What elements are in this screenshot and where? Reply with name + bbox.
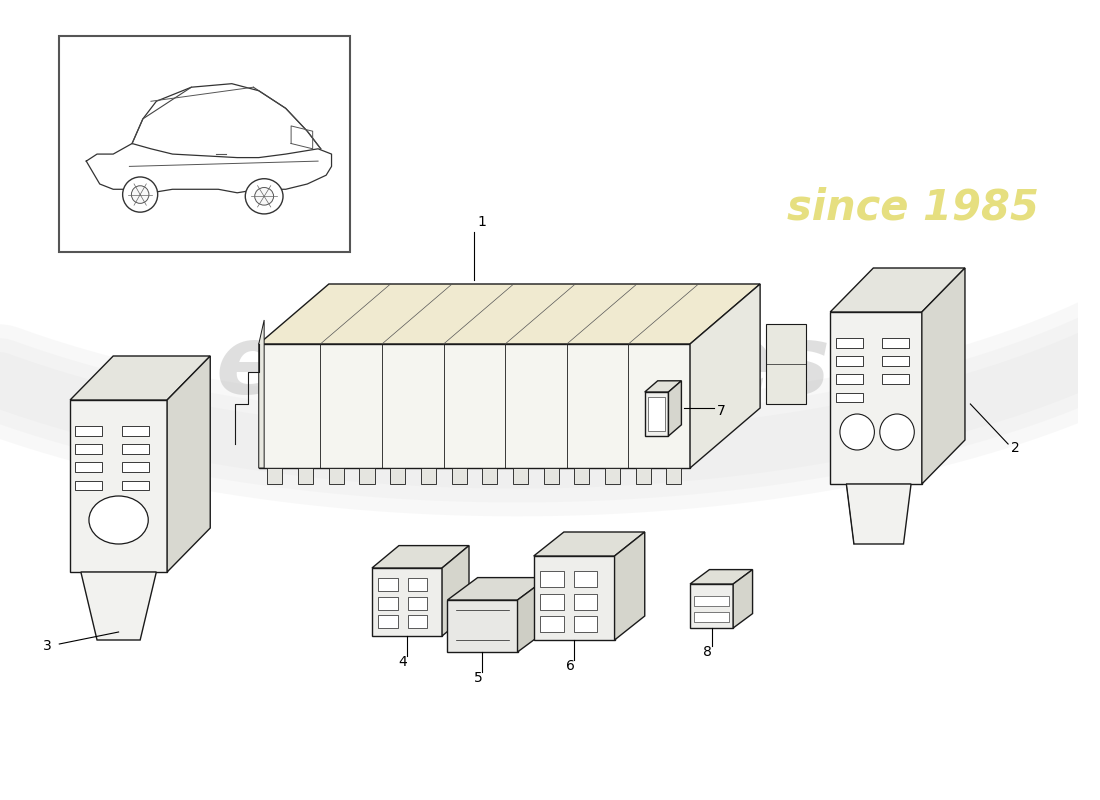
Bar — [76, 426, 102, 436]
Text: 5: 5 — [474, 671, 483, 686]
Text: 3: 3 — [43, 639, 52, 654]
Bar — [421, 468, 436, 484]
Bar — [636, 468, 651, 484]
Polygon shape — [690, 570, 752, 584]
Bar — [836, 356, 862, 366]
Text: 6: 6 — [565, 659, 574, 674]
Polygon shape — [167, 356, 210, 572]
Bar — [694, 596, 729, 606]
Bar — [378, 597, 398, 610]
Bar — [836, 338, 862, 348]
Polygon shape — [258, 344, 690, 468]
Bar — [122, 462, 149, 472]
Bar — [605, 468, 620, 484]
Bar — [122, 444, 149, 454]
Bar — [574, 468, 590, 484]
Polygon shape — [690, 284, 760, 468]
Polygon shape — [70, 400, 167, 572]
Polygon shape — [734, 570, 752, 628]
Bar — [451, 468, 466, 484]
Polygon shape — [372, 568, 442, 636]
Ellipse shape — [122, 177, 157, 212]
Bar — [298, 468, 314, 484]
Polygon shape — [372, 546, 469, 568]
Bar — [573, 594, 597, 610]
Bar — [408, 615, 427, 628]
Bar — [76, 462, 102, 472]
Bar — [360, 468, 374, 484]
Ellipse shape — [880, 414, 914, 450]
Polygon shape — [442, 546, 469, 636]
Bar — [667, 468, 681, 484]
Polygon shape — [517, 578, 548, 652]
Bar — [648, 397, 666, 431]
Text: since 1985: since 1985 — [788, 187, 1040, 229]
Bar — [76, 481, 102, 490]
Bar — [540, 594, 564, 610]
Text: 4: 4 — [398, 655, 407, 670]
Bar — [882, 356, 909, 366]
Polygon shape — [690, 584, 734, 628]
Polygon shape — [258, 320, 264, 468]
Ellipse shape — [245, 178, 283, 214]
Text: 8: 8 — [703, 645, 712, 659]
Polygon shape — [645, 392, 669, 436]
Bar — [540, 571, 564, 587]
Ellipse shape — [840, 414, 874, 450]
Bar — [378, 578, 398, 591]
Bar — [122, 426, 149, 436]
Bar — [267, 468, 283, 484]
Polygon shape — [830, 268, 965, 312]
Polygon shape — [448, 600, 517, 652]
Polygon shape — [615, 532, 645, 640]
Bar — [882, 338, 909, 348]
Bar — [59, 36, 351, 252]
Polygon shape — [70, 356, 210, 400]
Text: 2: 2 — [1011, 441, 1020, 455]
Bar — [482, 468, 497, 484]
Bar — [573, 571, 597, 587]
Bar — [76, 444, 102, 454]
Bar — [329, 468, 344, 484]
Polygon shape — [534, 532, 645, 556]
Bar — [694, 612, 729, 622]
Ellipse shape — [89, 496, 148, 544]
Ellipse shape — [255, 187, 274, 205]
Polygon shape — [534, 556, 615, 640]
Bar — [122, 481, 149, 490]
Bar — [882, 374, 909, 384]
Bar — [836, 393, 862, 402]
Text: a passion: a passion — [355, 422, 461, 442]
Bar — [390, 468, 405, 484]
Text: 7: 7 — [717, 404, 726, 418]
Bar — [540, 616, 564, 632]
Bar — [408, 578, 427, 591]
Polygon shape — [81, 572, 156, 640]
Bar — [543, 468, 559, 484]
Ellipse shape — [131, 186, 149, 203]
Bar — [573, 616, 597, 632]
Bar — [378, 615, 398, 628]
Polygon shape — [645, 381, 681, 392]
Polygon shape — [448, 578, 548, 600]
Polygon shape — [766, 324, 806, 404]
Polygon shape — [922, 268, 965, 484]
Bar — [836, 374, 862, 384]
Text: 1: 1 — [477, 215, 486, 230]
Bar — [513, 468, 528, 484]
Polygon shape — [830, 312, 922, 484]
Polygon shape — [258, 284, 760, 344]
Polygon shape — [846, 484, 911, 544]
Bar — [408, 597, 427, 610]
Text: eurospares: eurospares — [216, 322, 830, 414]
Polygon shape — [669, 381, 681, 436]
